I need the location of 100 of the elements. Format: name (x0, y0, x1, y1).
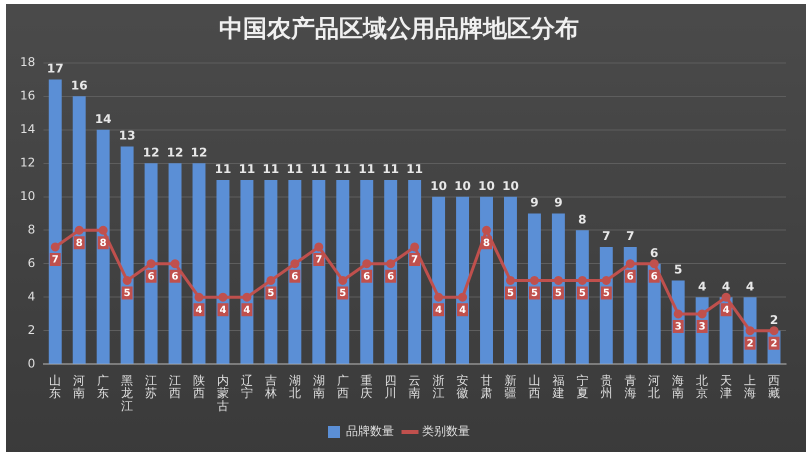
y-tick-label: 4 (28, 289, 36, 304)
data-label: 6 (363, 271, 370, 282)
data-label: 11 (214, 162, 232, 176)
data-label: 6 (387, 271, 394, 282)
data-label: 12 (142, 145, 160, 160)
data-label: 5 (602, 288, 610, 300)
data-label: 4 (722, 279, 730, 294)
data-label: 8 (76, 238, 83, 249)
data-label: 11 (382, 162, 400, 176)
x-tick-label: 湖南 (312, 374, 325, 400)
x-tick-label: 重庆 (360, 374, 373, 400)
data-label: 5 (339, 288, 346, 300)
data-label: 4 (435, 304, 442, 316)
data-label: 11 (334, 162, 352, 176)
y-tick-label: 16 (20, 88, 36, 102)
data-label: 11 (358, 162, 376, 176)
data-label: 5 (554, 288, 562, 300)
x-tick-label: 四川 (384, 374, 397, 400)
x-tick-label: 北京 (696, 374, 708, 400)
x-tick-label: 云南 (408, 374, 421, 400)
data-label: 8 (578, 212, 587, 226)
x-tick-label: 安徽 (456, 374, 469, 400)
data-label: 4 (698, 279, 706, 294)
x-tick-label: 福建 (551, 374, 564, 400)
x-tick-label: 西藏 (768, 374, 780, 400)
data-label: 2 (746, 338, 754, 350)
data-label: 11 (286, 162, 304, 176)
x-tick-label: 辽宁 (240, 374, 253, 400)
data-label: 12 (166, 145, 184, 160)
legend-label: 类别数量 (422, 424, 470, 438)
data-label: 11 (406, 162, 423, 176)
data-label: 5 (674, 262, 682, 277)
data-label: 9 (530, 196, 539, 210)
data-label: 4 (722, 304, 730, 316)
data-label: 16 (70, 78, 88, 92)
data-label: 2 (770, 338, 778, 350)
x-tick-label: 河北 (648, 374, 660, 400)
data-label: 10 (502, 178, 519, 193)
data-label: 11 (262, 162, 280, 176)
x-tick-label: 海南 (672, 374, 684, 400)
x-tick-label: 陕西 (193, 374, 206, 400)
x-tick-label: 广东 (97, 374, 110, 400)
y-tick-label: 0 (28, 356, 36, 370)
data-label: 5 (578, 288, 586, 300)
x-tick-label: 河南 (73, 374, 86, 400)
x-tick-label: 宁夏 (576, 374, 588, 400)
x-tick-label: 上海 (744, 374, 756, 400)
legend-label: 品牌数量 (346, 424, 394, 438)
data-label: 6 (148, 271, 155, 282)
data-label: 4 (196, 304, 203, 316)
x-tick-label: 江苏 (145, 374, 158, 400)
x-tick-label: 内蒙古 (216, 374, 229, 413)
y-tick-label: 14 (20, 122, 36, 136)
data-label: 4 (219, 304, 226, 316)
data-label: 3 (674, 322, 682, 333)
data-label: 10 (478, 178, 495, 193)
x-tick-label: 山东 (49, 374, 62, 400)
x-tick-label: 黑龙江 (121, 374, 134, 413)
data-label: 7 (602, 229, 610, 244)
data-label: 10 (430, 178, 447, 193)
x-tick-label: 贵州 (600, 374, 612, 400)
data-label: 6 (650, 271, 658, 282)
y-tick-label: 10 (20, 188, 36, 203)
data-label: 4 (243, 304, 250, 316)
chart-title: 中国农产品区域公用品牌地区分布 (219, 14, 579, 43)
data-label: 17 (46, 62, 64, 76)
y-tick-label: 18 (20, 54, 36, 69)
data-label: 14 (94, 112, 112, 126)
y-tick-label: 2 (28, 322, 36, 337)
data-label: 7 (52, 254, 59, 266)
data-label: 9 (554, 196, 563, 210)
x-tick-label: 甘肃 (480, 374, 493, 400)
x-tick-label: 广西 (336, 374, 349, 400)
data-label: 7 (626, 229, 634, 244)
x-tick-label: 新疆 (504, 374, 516, 400)
y-tick-label: 12 (20, 155, 36, 170)
data-label: 10 (454, 178, 471, 193)
data-label: 7 (411, 254, 418, 266)
y-tick-label: 6 (28, 256, 36, 270)
data-label: 4 (459, 304, 466, 316)
data-label: 5 (267, 288, 274, 300)
data-label: 4 (746, 279, 754, 294)
x-tick-label: 浙江 (432, 374, 445, 400)
data-label: 2 (770, 312, 778, 327)
data-label: 11 (238, 162, 256, 176)
y-tick-label: 8 (28, 222, 36, 236)
data-label: 6 (172, 271, 179, 282)
data-label: 5 (530, 288, 538, 300)
x-tick-label: 山西 (528, 374, 540, 400)
x-tick-label: 天津 (720, 374, 732, 400)
data-label: 6 (626, 271, 634, 282)
x-tick-label: 江西 (169, 374, 182, 400)
data-label: 12 (190, 145, 208, 160)
data-label: 8 (483, 238, 490, 249)
data-label: 7 (315, 254, 322, 266)
data-label: 6 (650, 246, 658, 260)
data-label: 11 (310, 162, 328, 176)
data-label: 8 (100, 238, 107, 249)
x-tick-label: 青海 (624, 374, 636, 400)
x-tick-label: 湖北 (288, 374, 301, 400)
